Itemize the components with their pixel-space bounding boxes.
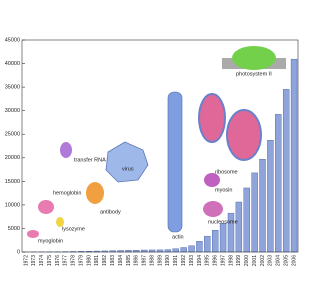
x-tick-label: 1993 bbox=[189, 255, 195, 266]
plot-frame bbox=[21, 39, 299, 253]
y-tick-label: 0 bbox=[17, 249, 20, 255]
bar bbox=[267, 139, 274, 253]
y-tick-label: 40000 bbox=[5, 61, 20, 67]
x-tick-label: 2000 bbox=[244, 255, 250, 266]
bar bbox=[282, 89, 290, 253]
x-tick-label: 1995 bbox=[205, 255, 211, 266]
x-tick-label: 1998 bbox=[228, 255, 234, 266]
x-tick-label: 1980 bbox=[86, 255, 92, 266]
annotation: myosin bbox=[215, 187, 232, 193]
x-tick-label: 2002 bbox=[260, 255, 266, 266]
annotation: transfer RNA bbox=[74, 157, 106, 163]
bar bbox=[204, 235, 211, 253]
virus-shape bbox=[105, 141, 149, 183]
x-tick-label: 2006 bbox=[291, 255, 297, 266]
x-tick-label: 1996 bbox=[213, 255, 219, 266]
x-tick-label: 1973 bbox=[31, 255, 37, 266]
bar bbox=[180, 247, 187, 253]
annotation: ribosome bbox=[215, 169, 238, 175]
annotation: photosystem II bbox=[236, 71, 272, 77]
x-tick-label: 1999 bbox=[236, 255, 242, 266]
bar bbox=[196, 241, 203, 253]
annotation: nucleosome bbox=[208, 219, 238, 225]
x-tick-label: 2003 bbox=[268, 255, 274, 266]
myoglobin-shape bbox=[27, 230, 39, 238]
annotation: myoglobin bbox=[38, 238, 63, 244]
x-tick-label: 1986 bbox=[134, 255, 140, 266]
hemoglobin-shape bbox=[38, 200, 54, 214]
y-tick-label: 35000 bbox=[5, 85, 20, 91]
x-tick-label: 1990 bbox=[165, 255, 171, 266]
bar bbox=[251, 172, 258, 253]
x-tick-label: 1979 bbox=[78, 255, 84, 266]
y-tick-label: 20000 bbox=[5, 155, 20, 161]
actin-shape bbox=[167, 91, 183, 233]
bar bbox=[212, 230, 219, 253]
bar bbox=[164, 249, 172, 253]
x-tick-label: 1984 bbox=[118, 255, 124, 266]
nucleosome-shape bbox=[203, 201, 223, 217]
y-tick-label: 25000 bbox=[5, 132, 20, 138]
x-tick-label: 2001 bbox=[252, 255, 258, 266]
x-tick-label: 1982 bbox=[102, 255, 108, 266]
photosystem-shape bbox=[232, 46, 276, 70]
x-tick-label: 1975 bbox=[47, 255, 53, 266]
annotation: lysozyme bbox=[62, 226, 85, 232]
ribosome-right bbox=[226, 109, 262, 161]
y-tick-label: 5000 bbox=[8, 226, 20, 232]
annotation: hemoglobin bbox=[53, 190, 81, 196]
annotation: antibody bbox=[100, 209, 121, 215]
x-tick-label: 1988 bbox=[149, 255, 155, 266]
bar bbox=[290, 58, 298, 253]
x-tick-label: 1989 bbox=[157, 255, 163, 266]
trna-shape bbox=[60, 142, 72, 158]
y-tick-label: 15000 bbox=[5, 179, 20, 185]
annotation: actin bbox=[172, 234, 184, 240]
x-tick-label: 1991 bbox=[173, 255, 179, 266]
x-tick-label: 1985 bbox=[126, 255, 132, 266]
chart: 0 5000 10000 15000 20000 25000 30000 35000 40000… bbox=[5, 37, 299, 266]
x-tick-label: 2004 bbox=[276, 255, 282, 266]
x-tick-label: 1994 bbox=[197, 255, 203, 266]
y-tick-label: 30000 bbox=[5, 108, 20, 114]
bar bbox=[188, 245, 195, 253]
bar bbox=[235, 201, 243, 253]
antibody-shape bbox=[86, 182, 104, 204]
bar bbox=[259, 159, 266, 253]
x-tick-label: 1977 bbox=[63, 255, 69, 266]
x-tick-label: 1972 bbox=[23, 255, 29, 266]
x-tick-label: 1997 bbox=[220, 255, 226, 266]
x-tick-label: 1976 bbox=[55, 255, 61, 266]
illustrations bbox=[27, 46, 286, 238]
bar bbox=[243, 187, 250, 253]
x-tick-label: 1974 bbox=[39, 255, 45, 266]
ribosome-left bbox=[198, 93, 226, 143]
y-tick-label: 10000 bbox=[5, 202, 20, 208]
x-tick-label: 1978 bbox=[71, 255, 77, 266]
bar bbox=[156, 249, 164, 253]
y-tick-label: 45000 bbox=[5, 37, 20, 43]
annotation: virus bbox=[122, 166, 134, 172]
x-tick-label: 2005 bbox=[283, 255, 289, 266]
bar bbox=[172, 248, 179, 253]
x-tick-label: 1987 bbox=[142, 255, 148, 266]
myosin-shape bbox=[204, 173, 220, 187]
x-tick-label: 1983 bbox=[110, 255, 116, 266]
x-tick-label: 1981 bbox=[94, 255, 100, 266]
bar bbox=[219, 223, 227, 253]
lysozyme-shape bbox=[56, 217, 64, 227]
bar bbox=[148, 249, 156, 253]
bars bbox=[22, 58, 298, 253]
x-tick-label: 1992 bbox=[181, 255, 187, 266]
bar bbox=[275, 114, 282, 253]
